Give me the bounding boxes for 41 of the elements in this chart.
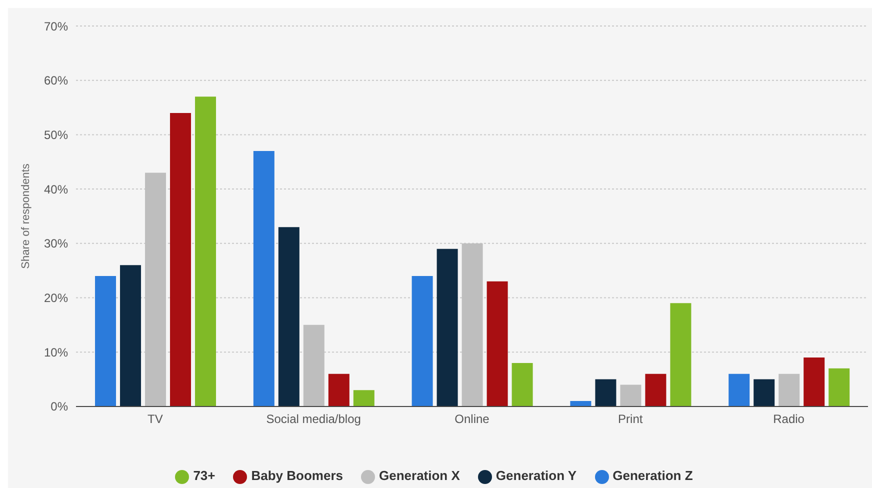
bar xyxy=(620,384,642,406)
legend-label: Generation Z xyxy=(612,468,693,484)
legend-label: Generation Y xyxy=(496,468,577,484)
bar xyxy=(645,374,666,406)
bar xyxy=(95,276,116,406)
bar xyxy=(570,401,592,406)
legend-label: Generation X xyxy=(379,468,460,484)
bar xyxy=(804,358,825,406)
y-tick-label: 10% xyxy=(44,345,68,360)
bar xyxy=(728,374,750,406)
x-tick-label: TV xyxy=(148,412,163,426)
legend-label: 73+ xyxy=(193,468,216,484)
y-tick-label: 20% xyxy=(44,291,68,305)
bar xyxy=(253,151,274,406)
bar xyxy=(170,112,192,406)
x-tick-label: Print xyxy=(618,412,644,426)
y-tick-label: 40% xyxy=(44,182,68,196)
bar xyxy=(670,303,692,406)
bar xyxy=(486,281,508,406)
bar xyxy=(828,368,850,406)
y-axis-title: Share of respondents xyxy=(20,163,32,269)
bar xyxy=(328,374,350,406)
x-tick-label: Online xyxy=(454,412,490,426)
y-tick-label: 0% xyxy=(50,400,68,414)
x-tick-label: Radio xyxy=(773,412,805,426)
y-tick-label: 50% xyxy=(44,128,68,142)
bar xyxy=(120,265,142,406)
bar xyxy=(412,276,433,406)
y-tick-label: 70% xyxy=(44,19,68,34)
legend-label: Baby Boomers xyxy=(251,468,343,484)
bar xyxy=(512,362,533,406)
bar xyxy=(754,379,775,406)
bar xyxy=(278,227,300,406)
bar xyxy=(353,390,374,406)
bar xyxy=(778,374,800,406)
bar xyxy=(195,96,216,406)
bar xyxy=(595,379,616,406)
y-tick-label: 30% xyxy=(44,236,68,251)
bar xyxy=(436,248,458,406)
y-tick-label: 60% xyxy=(44,74,68,88)
x-tick-label: Social media/blog xyxy=(266,412,361,426)
